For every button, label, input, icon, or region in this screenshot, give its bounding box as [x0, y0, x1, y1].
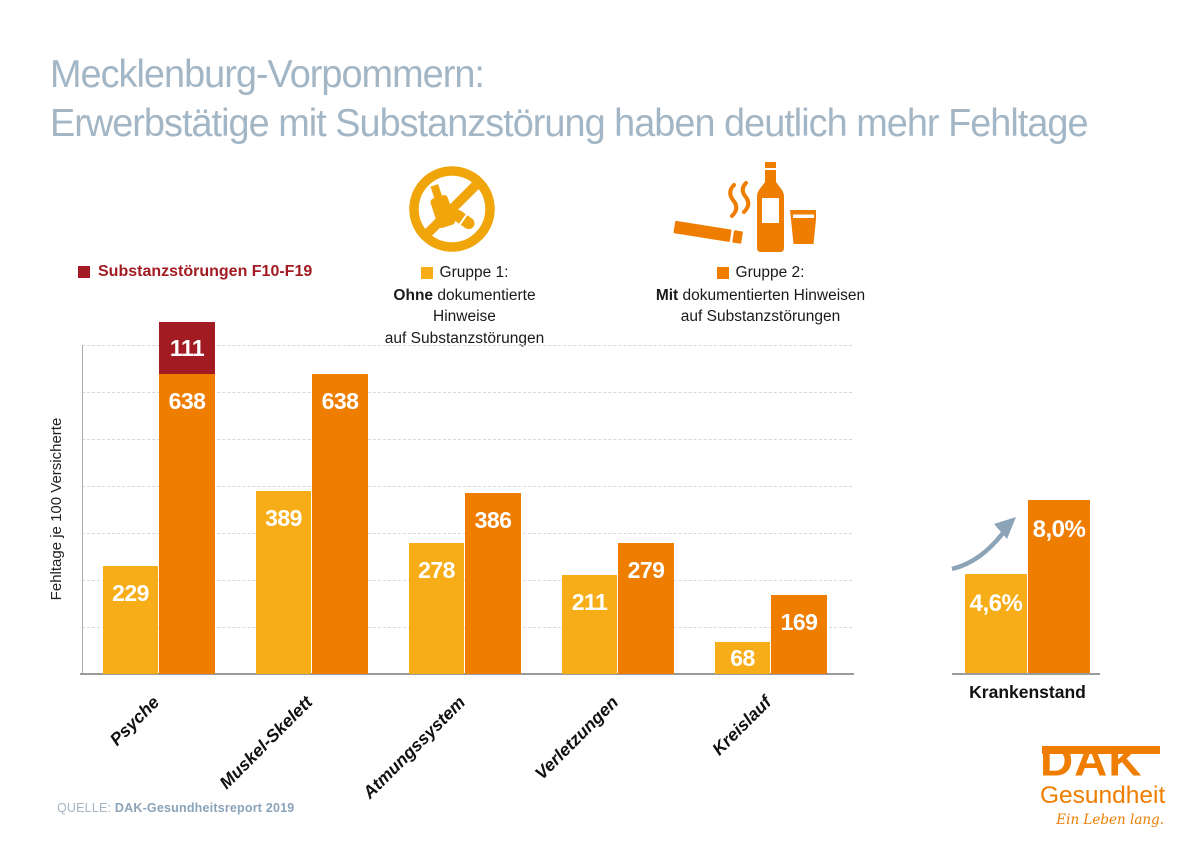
bar-group1-kreislauf: 68: [715, 642, 770, 674]
bar-value-label: 169: [780, 609, 818, 635]
chart-gridline: [82, 486, 852, 487]
bar-value-label: 389: [265, 505, 302, 531]
legend-substance-label: Substanzstörungen F10-F19: [98, 263, 313, 280]
bar-group2-kreislauf: 169: [771, 595, 827, 674]
bar-group1-psyche: 229: [103, 566, 158, 674]
bar-value-label: 638: [321, 388, 359, 414]
prohibition-bottle-pill-icon: [409, 166, 495, 252]
bar-group2-atmungssystem: 386: [465, 493, 521, 674]
legend-group1-swatch: [420, 266, 433, 279]
mini-bar-gruppe-1: 4,6%: [965, 574, 1027, 674]
bar-group2-psyche: 638: [159, 374, 215, 674]
title-line-1: Mecklenburg-Vorpommern:: [50, 53, 485, 96]
bar-value-label: 229: [112, 580, 149, 606]
category-label-atmungssystem: Atmungssystem: [358, 692, 470, 803]
bar-group2-muskel-skelett: 638: [312, 374, 368, 674]
legend-group2-swatch: [716, 266, 729, 279]
legend-group1-line1: Ohne dokumentierte Hinweise: [393, 286, 536, 326]
source-line: QUELLE: DAK-Gesundheitsreport 2019: [57, 801, 294, 815]
mini-chart-title: Krankenstand: [969, 682, 1086, 702]
legend-group1-line2: auf Substanzstörungen: [384, 329, 545, 347]
source-prefix: QUELLE:: [57, 801, 112, 815]
dak-logo: DAK Gesundheit Ein Leben lang.: [1040, 736, 1166, 828]
bar-group1-atmungssystem: 278: [409, 543, 464, 674]
x-axis-baseline: [80, 673, 854, 675]
bar-value-label: 68: [730, 645, 755, 671]
legend-substance: Substanzstörungen F10-F19: [78, 263, 312, 281]
bar-value-label: 278: [418, 557, 455, 583]
mini-chart-baseline: [952, 673, 1100, 675]
legend-substance-swatch: [78, 266, 90, 278]
dak-logo-tagline: Ein Leben lang.: [1056, 812, 1164, 828]
bar-value-label: 211: [571, 589, 608, 615]
y-axis-line: [82, 345, 83, 674]
bar-group1-verletzungen: 211: [562, 575, 617, 674]
bar-value-label: 638: [168, 388, 206, 414]
chart-gridline: [82, 345, 852, 346]
legend-group2-title: Gruppe 2:: [735, 264, 805, 281]
bar-value-label: 386: [474, 507, 512, 533]
legend-group2-line1: Mit dokumentierten Hinweisen: [655, 286, 866, 304]
legend-group2-line2: auf Substanzstörungen: [680, 308, 841, 325]
page-title: Mecklenburg-Vorpommern: Erwerbstätige mi…: [50, 50, 1089, 148]
y-axis-label: Fehltage je 100 Versicherte: [48, 417, 65, 601]
chart-gridline: [82, 392, 852, 393]
bar-value-label: 111: [169, 334, 205, 361]
cigarette-bottle-glass-icon: [673, 162, 816, 252]
dak-logo-brand: DAK: [1040, 736, 1143, 785]
bar-group2-verletzungen: 279: [618, 543, 674, 674]
chart-gridline: [82, 439, 852, 440]
bar-value-label: 279: [627, 557, 665, 583]
source-text: DAK-Gesundheitsreport 2019: [114, 801, 295, 815]
category-label-kreislauf: Kreislauf: [708, 692, 776, 760]
dak-logo-division: Gesundheit: [1040, 782, 1166, 809]
legend-group1: Gruppe 1: Ohne dokumentierte Hinweise au…: [362, 262, 567, 349]
growth-arrow-icon: [951, 517, 1016, 572]
mini-bar-value-label: 4,6%: [969, 590, 1023, 617]
mini-bar-value-label: 8,0%: [1032, 516, 1086, 543]
dak-logo-bar: [1042, 746, 1160, 754]
bar-substance-psyche: 111: [159, 322, 215, 374]
legend-group2: Gruppe 2: Mit dokumentierten Hinweisen a…: [653, 262, 868, 328]
title-line-2: Erwerbstätige mit Substanzstörung haben …: [50, 102, 1089, 145]
legend-group1-title: Gruppe 1:: [439, 264, 509, 281]
category-label-verletzungen: Verletzungen: [530, 692, 623, 784]
mini-bar-gruppe-2: 8,0%: [1028, 500, 1090, 674]
bar-group1-muskel-skelett: 389: [256, 491, 311, 674]
